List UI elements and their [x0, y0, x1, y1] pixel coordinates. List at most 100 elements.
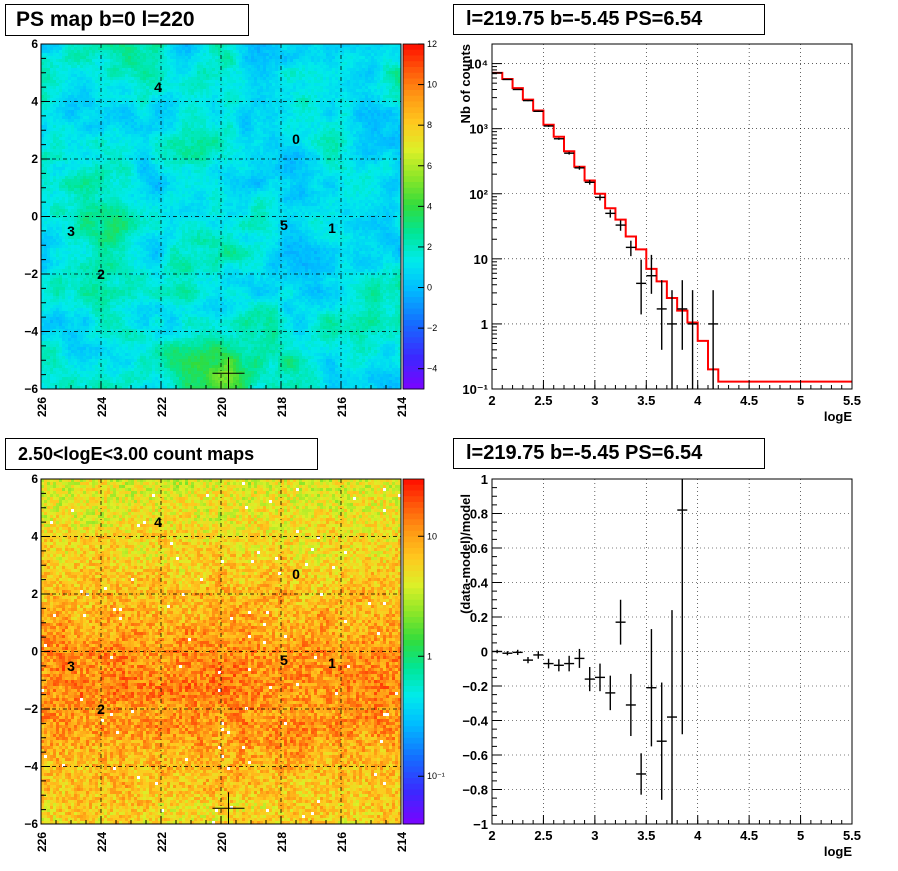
heatmap-cell: [74, 101, 78, 105]
heatmap-cell: [50, 149, 54, 153]
heatmap-cell: [155, 164, 159, 168]
heatmap-cell: [170, 179, 174, 183]
heatmap-cell: [44, 110, 48, 114]
heatmap-cell: [158, 299, 162, 303]
heatmap-cell: [131, 371, 135, 375]
heatmap-cell: [44, 308, 48, 312]
heatmap-cell: [86, 281, 90, 285]
heatmap-cell: [158, 221, 162, 225]
heatmap-cell: [134, 134, 138, 138]
heatmap-cell: [98, 107, 102, 111]
heatmap-cell: [83, 224, 87, 228]
heatmap-cell: [134, 311, 138, 315]
heatmap-cell: [53, 59, 57, 63]
heatmap-cell: [134, 167, 138, 171]
heatmap-cell: [170, 53, 174, 57]
heatmap-cell: [92, 179, 96, 183]
heatmap-cell: [116, 137, 120, 141]
heatmap-cell: [89, 119, 93, 123]
heatmap-cell: [74, 197, 78, 201]
heatmap-cell: [44, 83, 48, 87]
heatmap-cell: [167, 65, 171, 69]
heatmap-cell: [83, 212, 87, 216]
heatmap-cell: [149, 215, 153, 219]
heatmap-cell: [56, 116, 60, 120]
heatmap-cell: [83, 305, 87, 309]
heatmap-cell: [119, 110, 123, 114]
heatmap-cell: [50, 56, 54, 60]
heatmap-cell: [158, 326, 162, 330]
heatmap-cell: [125, 140, 129, 144]
heatmap-cell: [68, 86, 72, 90]
heatmap-cell: [47, 353, 51, 357]
heatmap-cell: [44, 98, 48, 102]
heatmap-cell: [68, 101, 72, 105]
heatmap-cell: [62, 194, 66, 198]
heatmap-cell: [134, 209, 138, 213]
heatmap-cell: [62, 170, 66, 174]
heatmap-cell: [125, 299, 129, 303]
heatmap-cell: [95, 380, 99, 384]
heatmap-cell: [95, 251, 99, 255]
heatmap-cell: [65, 374, 69, 378]
heatmap-cell: [83, 251, 87, 255]
heatmap-cell: [122, 326, 126, 330]
heatmap-cell: [116, 224, 120, 228]
heatmap-cell: [68, 89, 72, 93]
heatmap-cell: [101, 245, 105, 249]
heatmap-cell: [47, 380, 51, 384]
heatmap-cell: [131, 365, 135, 369]
heatmap-cell: [98, 329, 102, 333]
heatmap-cell: [146, 116, 150, 120]
heatmap-cell: [122, 239, 126, 243]
heatmap-cell: [125, 98, 129, 102]
heatmap-cell: [143, 143, 147, 147]
heatmap-cell: [86, 218, 90, 222]
heatmap-cell: [47, 305, 51, 309]
heatmap-cell: [65, 287, 69, 291]
heatmap-cell: [65, 344, 69, 348]
heatmap-cell: [122, 191, 126, 195]
heatmap-cell: [71, 203, 75, 207]
heatmap-cell: [95, 53, 99, 57]
heatmap-cell: [59, 338, 63, 342]
heatmap-cell: [95, 293, 99, 297]
heatmap-cell: [119, 338, 123, 342]
heatmap-cell: [137, 161, 141, 165]
heatmap-cell: [125, 77, 129, 81]
heatmap-cell: [167, 203, 171, 207]
heatmap-cell: [167, 263, 171, 267]
heatmap-cell: [83, 278, 87, 282]
heatmap-cell: [161, 308, 165, 312]
heatmap-cell: [53, 347, 57, 351]
heatmap-cell: [122, 266, 126, 270]
heatmap-cell: [161, 383, 165, 387]
heatmap-cell: [131, 353, 135, 357]
heatmap-cell: [146, 62, 150, 66]
heatmap-cell: [74, 185, 78, 189]
heatmap-cell: [41, 260, 45, 264]
heatmap-cell: [128, 155, 132, 159]
heatmap-cell: [146, 182, 150, 186]
heatmap-cell: [164, 89, 168, 93]
heatmap-cell: [155, 254, 159, 258]
heatmap-cell: [155, 194, 159, 198]
heatmap-cell: [119, 212, 123, 216]
heatmap-cell: [119, 173, 123, 177]
heatmap-cell: [122, 209, 126, 213]
heatmap-cell: [65, 254, 69, 258]
heatmap-cell: [110, 380, 114, 384]
heatmap-cell: [137, 284, 141, 288]
heatmap-cell: [83, 74, 87, 78]
heatmap-cell: [80, 365, 84, 369]
heatmap-cell: [170, 74, 174, 78]
heatmap-cell: [149, 263, 153, 267]
heatmap-cell: [170, 161, 174, 165]
heatmap-cell: [164, 119, 168, 123]
heatmap-cell: [113, 83, 117, 87]
heatmap-cell: [155, 377, 159, 381]
heatmap-cell: [71, 293, 75, 297]
heatmap-cell: [74, 113, 78, 117]
heatmap-cell: [113, 77, 117, 81]
